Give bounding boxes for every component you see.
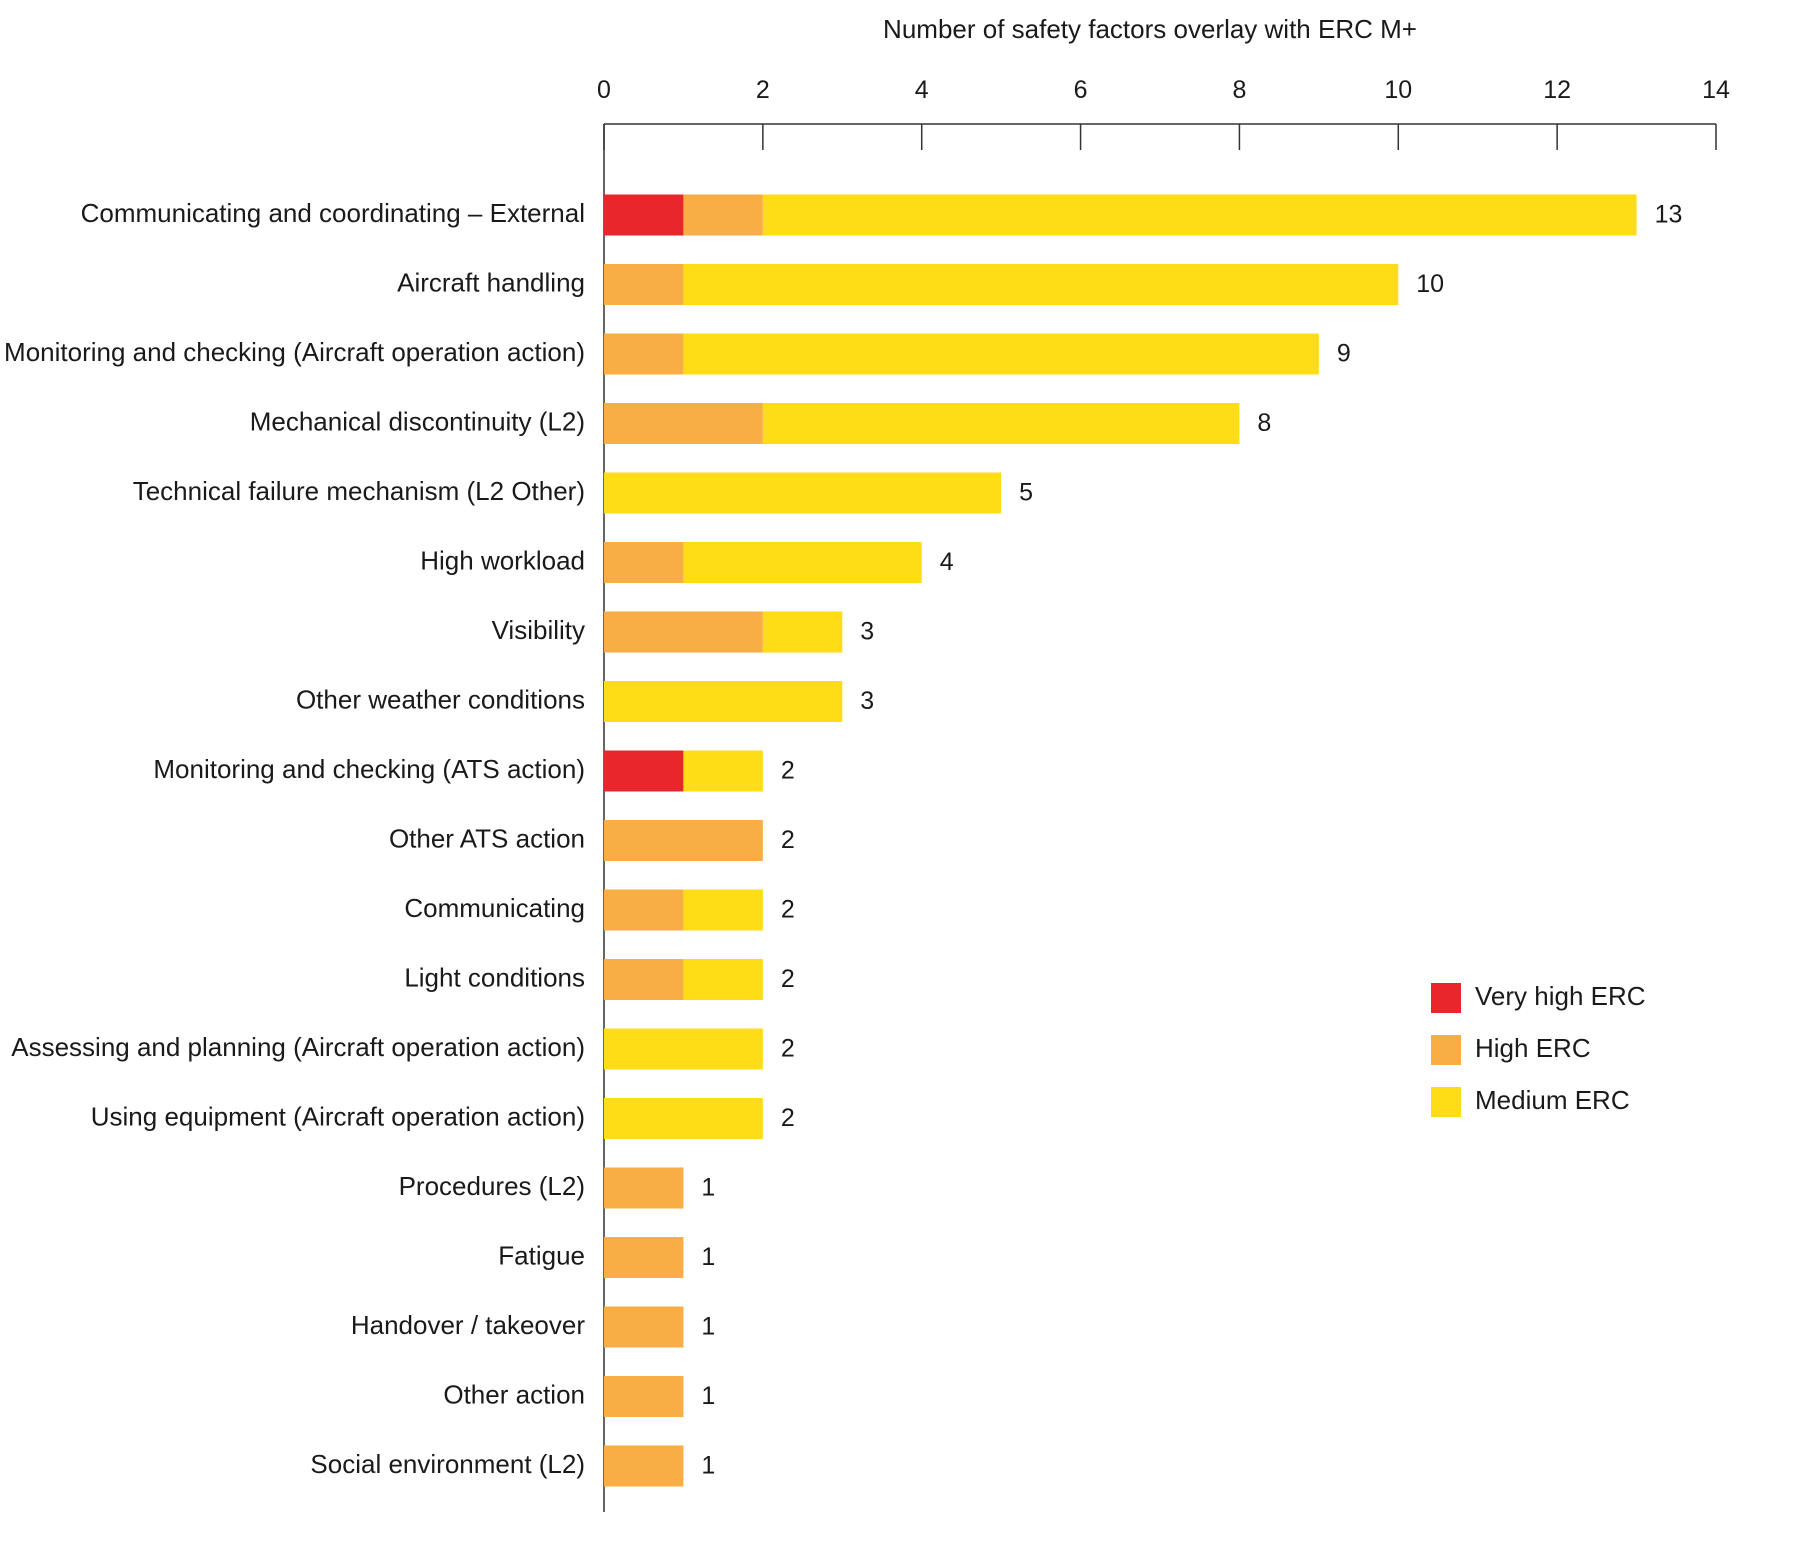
- legend-swatch: [1431, 983, 1461, 1013]
- value-labels: 13 10 9 8 5 4 3 3 2 2 2 2 2 2 1 1 1 1 1: [701, 201, 1682, 1480]
- category-label: Procedures (L2): [399, 1171, 585, 1201]
- category-label: Other weather conditions: [296, 684, 585, 714]
- bar-segment: [683, 750, 763, 792]
- category-label: High workload: [420, 545, 585, 575]
- value-label: 8: [1257, 409, 1271, 437]
- bar-segment: [683, 542, 922, 583]
- value-label: 4: [940, 548, 954, 576]
- bar-segment: [604, 611, 763, 653]
- bar-segment: [683, 264, 1399, 305]
- value-label: 5: [1019, 479, 1033, 507]
- value-label: 2: [781, 1104, 795, 1132]
- bars: [604, 194, 1637, 1487]
- category-label: Other ATS action: [389, 823, 585, 853]
- bar-segment: [604, 542, 684, 583]
- bar-segment: [683, 959, 763, 1000]
- bar-segment: [604, 750, 684, 792]
- value-label: 1: [701, 1452, 715, 1480]
- value-label: 3: [860, 618, 874, 646]
- legend-swatch: [1431, 1035, 1461, 1065]
- value-label: 9: [1337, 340, 1351, 368]
- bar-segment: [683, 889, 763, 931]
- x-tick-label: 2: [756, 76, 770, 104]
- value-label: 2: [781, 896, 795, 924]
- bar-segment: [683, 194, 763, 236]
- bar-segment: [604, 820, 763, 861]
- x-tick-label: 12: [1543, 76, 1571, 104]
- category-label: Monitoring and checking (Aircraft operat…: [4, 337, 585, 367]
- category-label: Assessing and planning (Aircraft operati…: [11, 1032, 585, 1062]
- bar-segment: [604, 889, 684, 931]
- value-label: 10: [1416, 270, 1444, 298]
- category-label: Fatigue: [498, 1240, 585, 1270]
- bar-segment: [604, 1028, 763, 1070]
- bar-segment: [604, 194, 684, 236]
- x-tick-label: 0: [597, 76, 611, 104]
- category-label: Other action: [443, 1379, 585, 1409]
- category-label: Light conditions: [404, 962, 585, 992]
- bar-segment: [762, 194, 1637, 236]
- bar-segment: [604, 472, 1002, 514]
- bar-segment: [604, 1237, 684, 1278]
- bar-segment: [604, 264, 684, 305]
- value-label: 13: [1655, 201, 1683, 229]
- value-label: 2: [781, 965, 795, 993]
- x-tick-label: 8: [1232, 76, 1246, 104]
- category-label: Handover / takeover: [351, 1310, 585, 1340]
- value-label: 3: [860, 687, 874, 715]
- value-label: 1: [701, 1382, 715, 1410]
- value-label: 1: [701, 1243, 715, 1271]
- category-label: Social environment (L2): [310, 1449, 585, 1479]
- bar-segment: [604, 681, 843, 722]
- value-label: 2: [781, 826, 795, 854]
- legend-label: High ERC: [1475, 1033, 1591, 1063]
- bar-segment: [604, 1376, 684, 1417]
- category-label: Communicating and coordinating – Externa…: [81, 198, 585, 228]
- bar-segment: [604, 1167, 684, 1209]
- category-label: Monitoring and checking (ATS action): [153, 754, 585, 784]
- value-label: 1: [701, 1174, 715, 1202]
- bar-segment: [604, 1098, 763, 1139]
- x-tick-label: 4: [915, 76, 929, 104]
- category-label: Visibility: [492, 615, 585, 645]
- bar-segment: [683, 333, 1319, 375]
- category-label: Aircraft handling: [397, 267, 585, 297]
- legend-swatch: [1431, 1087, 1461, 1117]
- x-axis-title: Number of safety factors overlay with ER…: [883, 14, 1417, 44]
- value-label: 2: [781, 757, 795, 785]
- x-tick-label: 10: [1384, 76, 1412, 104]
- category-label: Technical failure mechanism (L2 Other): [133, 476, 585, 506]
- legend-label: Medium ERC: [1475, 1085, 1630, 1115]
- category-label: Communicating: [404, 893, 585, 923]
- bar-segment: [604, 1445, 684, 1487]
- category-labels: Communicating and coordinating – Externa…: [4, 198, 585, 1479]
- bar-segment: [604, 1306, 684, 1348]
- value-label: 1: [701, 1313, 715, 1341]
- bar-segment: [604, 333, 684, 375]
- bar-segment: [604, 403, 763, 444]
- legend: Very high ERC High ERC Medium ERC: [1431, 981, 1646, 1117]
- legend-label: Very high ERC: [1475, 981, 1646, 1011]
- category-label: Mechanical discontinuity (L2): [250, 406, 585, 436]
- x-tick-label: 6: [1074, 76, 1088, 104]
- value-label: 2: [781, 1035, 795, 1063]
- category-label: Using equipment (Aircraft operation acti…: [91, 1101, 585, 1131]
- bar-segment: [762, 403, 1240, 444]
- x-tick-label: 14: [1702, 76, 1730, 104]
- bar-segment: [604, 959, 684, 1000]
- bar-segment: [762, 611, 843, 653]
